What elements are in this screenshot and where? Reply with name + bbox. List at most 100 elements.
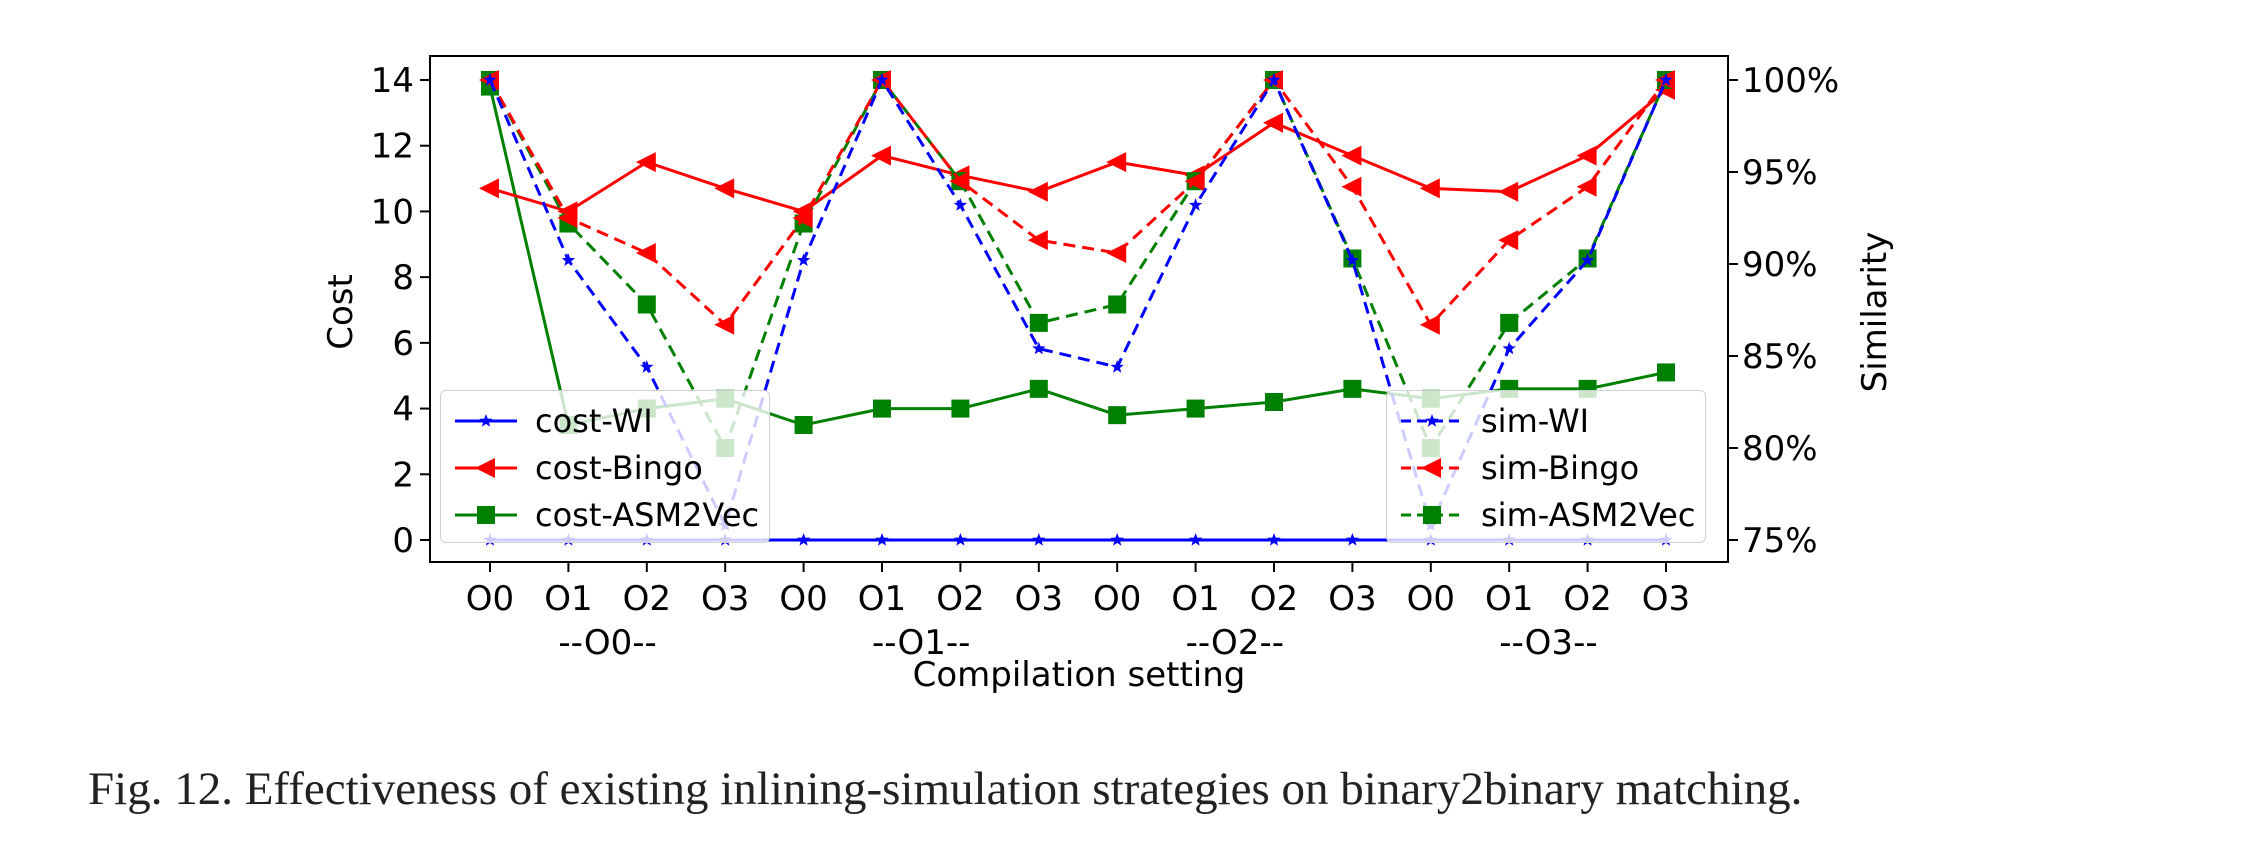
legend-item-sim-wi: sim-WI bbox=[1397, 397, 1695, 444]
legend-right: sim-WI sim-Bingo sim-ASM2Vec bbox=[1386, 390, 1707, 543]
data-point-star bbox=[640, 360, 654, 373]
data-point-star bbox=[875, 533, 889, 546]
legend-line-icon bbox=[1401, 505, 1463, 524]
legend-item-cost-asm2vec: cost-ASM2Vec bbox=[451, 491, 759, 538]
data-point-square bbox=[873, 399, 891, 418]
data-point-triangle bbox=[871, 145, 891, 166]
series-line bbox=[489, 88, 1667, 214]
data-point-triangle bbox=[1027, 181, 1048, 202]
data-point-triangle bbox=[1421, 457, 1441, 478]
chart: 0 2 4 6 8 10 12 14 75% 80% 85% 90% 95% 100% O0 O1 O2 O3… bbox=[321, 55, 1895, 695]
x-tick-label: O0 bbox=[1093, 579, 1141, 619]
x-group-label: --O0-- bbox=[558, 623, 656, 663]
legend-left: cost-WI cost-Bingo cost-ASM2Vec bbox=[440, 390, 771, 543]
x-axis: O0 O1 O2 O3 O0 O1 O2 O3 O0 O1 O2 O3 O0 O1 O2 O3 bbox=[466, 562, 1690, 619]
data-point-star bbox=[1345, 253, 1360, 266]
x-tick-label: O3 bbox=[1015, 579, 1063, 619]
series-line bbox=[488, 77, 1668, 328]
data-point-star bbox=[875, 73, 889, 86]
legend-item-cost-wi: cost-WI bbox=[451, 397, 759, 444]
data-point-star bbox=[1267, 73, 1281, 86]
y-tick-label-left: 10 bbox=[371, 192, 414, 232]
legend-label: sim-WI bbox=[1481, 401, 1590, 440]
data-point-square bbox=[1029, 313, 1048, 332]
data-point-star bbox=[1267, 533, 1281, 546]
data-point-star bbox=[953, 533, 968, 546]
y-tick-label-right: 85% bbox=[1742, 337, 1818, 377]
legend-label: sim-Bingo bbox=[1481, 448, 1640, 487]
legend-line-icon bbox=[455, 457, 517, 478]
y-tick-label-right: 95% bbox=[1742, 153, 1818, 193]
y-tick-label-left: 12 bbox=[371, 127, 414, 167]
data-point-star bbox=[1502, 341, 1516, 355]
x-tick-label: O1 bbox=[858, 579, 906, 619]
x-tick-label: O1 bbox=[544, 579, 592, 619]
y-tick-label-left: 8 bbox=[392, 258, 414, 298]
data-point-triangle bbox=[479, 178, 499, 199]
data-point-star bbox=[479, 413, 493, 427]
right-axis: 75% 80% 85% 90% 95% 100% bbox=[1728, 61, 1839, 561]
data-point-triangle bbox=[1263, 112, 1283, 133]
data-point-triangle bbox=[1498, 230, 1519, 251]
x-tick-label: O0 bbox=[779, 579, 827, 619]
data-point-triangle bbox=[1419, 314, 1440, 335]
series-line bbox=[488, 77, 1668, 452]
data-point-triangle bbox=[1341, 145, 1362, 166]
data-point-star bbox=[1580, 253, 1595, 266]
legend-item-sim-bingo: sim-Bingo bbox=[1397, 444, 1695, 491]
data-point-triangle bbox=[792, 208, 813, 228]
data-point-triangle bbox=[635, 152, 656, 173]
x-tick-label: O3 bbox=[1328, 579, 1376, 619]
x-tick-label: O2 bbox=[936, 579, 984, 619]
y-tick-label-right: 100% bbox=[1742, 61, 1839, 101]
data-point-triangle bbox=[1106, 152, 1127, 173]
data-point-star bbox=[1110, 360, 1124, 373]
series-line bbox=[488, 86, 1667, 427]
y-tick-label-left: 2 bbox=[392, 455, 414, 495]
left-axis: 0 2 4 6 8 10 12 14 bbox=[371, 61, 430, 561]
data-point-square bbox=[1186, 399, 1205, 418]
data-point-square bbox=[1423, 505, 1441, 524]
x-tick-label: O2 bbox=[1563, 579, 1611, 619]
data-point-triangle bbox=[475, 457, 495, 478]
data-point-square bbox=[951, 399, 970, 418]
plot-frame bbox=[429, 55, 1729, 563]
data-point-star bbox=[1188, 533, 1203, 546]
x-tick-label: O1 bbox=[1171, 579, 1219, 619]
legend-line-icon bbox=[1401, 413, 1463, 427]
data-point-star bbox=[1032, 533, 1046, 546]
data-point-star bbox=[561, 253, 576, 266]
x-tick-label: O0 bbox=[466, 579, 514, 619]
data-point-square bbox=[1343, 379, 1362, 398]
legend-item-sim-asm2vec: sim-ASM2Vec bbox=[1397, 491, 1695, 538]
data-point-star bbox=[1188, 198, 1203, 211]
series-cost-Bingo bbox=[479, 79, 1675, 222]
x-group-label: --O2-- bbox=[1186, 623, 1284, 663]
y-axis-label-left: Cost bbox=[321, 274, 361, 350]
data-point-star bbox=[1425, 413, 1439, 427]
data-point-triangle bbox=[714, 314, 735, 335]
data-point-square bbox=[1108, 406, 1127, 425]
data-point-star bbox=[796, 533, 811, 546]
y-tick-label-right: 80% bbox=[1742, 429, 1818, 469]
legend-line-icon bbox=[455, 505, 517, 524]
data-point-square bbox=[1657, 363, 1675, 382]
y-tick-label-left: 14 bbox=[371, 61, 414, 101]
data-point-square bbox=[637, 295, 656, 314]
data-point-triangle bbox=[949, 171, 970, 192]
data-point-star bbox=[953, 198, 968, 211]
data-point-triangle bbox=[1576, 176, 1597, 197]
x-tick-label: O0 bbox=[1407, 579, 1455, 619]
data-point-star bbox=[1110, 533, 1124, 546]
legend-label: cost-Bingo bbox=[535, 448, 703, 487]
data-point-triangle bbox=[1027, 230, 1048, 251]
legend-line-icon bbox=[455, 413, 517, 427]
data-point-triangle bbox=[1419, 178, 1440, 199]
data-point-triangle bbox=[714, 178, 735, 199]
data-point-star bbox=[483, 73, 497, 86]
legend-item-cost-bingo: cost-Bingo bbox=[451, 444, 759, 491]
x-group-label: --O1-- bbox=[872, 623, 970, 663]
data-point-triangle bbox=[1576, 145, 1597, 166]
y-tick-label-right: 75% bbox=[1742, 521, 1818, 561]
data-point-square bbox=[1265, 393, 1283, 411]
